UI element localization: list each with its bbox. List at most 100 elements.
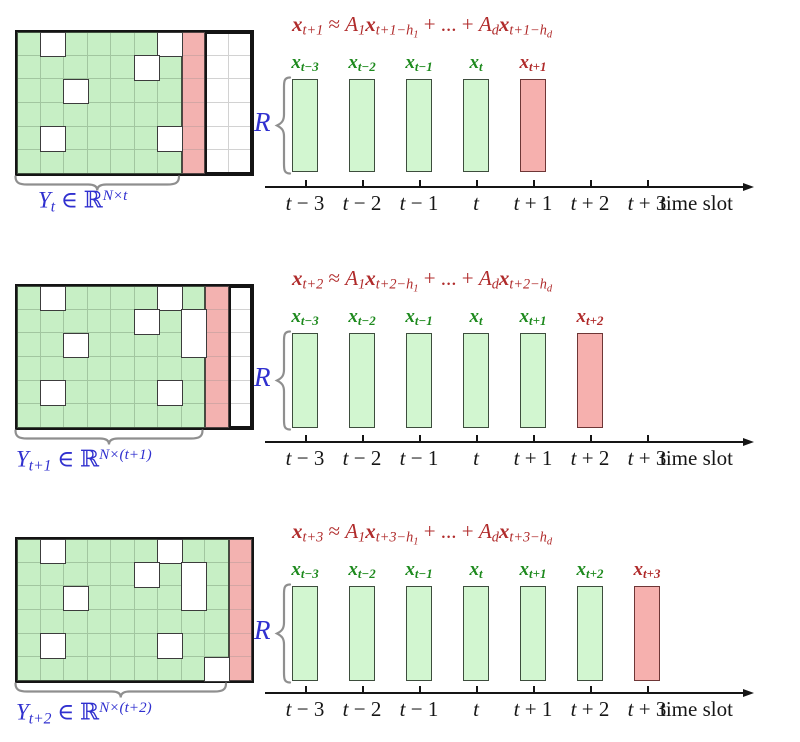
matrix-cell xyxy=(111,333,135,357)
math-segment: ≈ xyxy=(323,266,346,290)
math-segment: x xyxy=(348,306,358,327)
math-segment: t+2−h xyxy=(375,276,414,293)
snapshot-bar-observed xyxy=(520,333,546,428)
matrix-cell xyxy=(111,309,135,334)
matrix-cell xyxy=(134,539,158,563)
matrix-cell xyxy=(111,380,135,405)
matrix-cell xyxy=(134,380,158,405)
math-segment: 1 xyxy=(413,283,419,295)
axis-title: time slot xyxy=(660,446,733,470)
math-segment: t xyxy=(478,313,483,329)
math-segment: A xyxy=(478,12,492,36)
snapshot-bar-observed xyxy=(292,333,318,428)
matrix-cell xyxy=(158,610,182,634)
brace-path xyxy=(274,76,292,175)
matrix-cell xyxy=(134,586,158,610)
matrix-cell xyxy=(64,286,88,310)
brace-path xyxy=(274,330,292,431)
matrix-cell xyxy=(134,150,158,174)
math-segment: d xyxy=(491,529,499,546)
snapshot-label: xt−3 xyxy=(291,306,318,329)
math-segment: 1 xyxy=(413,536,419,548)
math-segment: Y xyxy=(38,187,51,213)
matrix-cell xyxy=(181,55,205,80)
math-segment: t xyxy=(570,446,577,470)
matrix-dimension-label: Yt ∈ ℝN×t xyxy=(38,187,127,216)
matrix-cell xyxy=(40,309,64,334)
math-segment: x xyxy=(291,52,301,73)
math-segment: t+1 xyxy=(302,22,324,39)
snapshot-bar-observed xyxy=(463,586,489,681)
math-segment: t−2 xyxy=(357,59,376,75)
matrix-cell xyxy=(228,633,252,658)
axis-tick-label: t xyxy=(473,446,479,471)
axis-tick xyxy=(362,686,364,694)
matrix-cell xyxy=(205,357,229,381)
axis-tick-label: t + 2 xyxy=(571,446,610,471)
matrix-cell xyxy=(181,539,205,563)
math-segment: x xyxy=(292,266,303,290)
math-segment: t+2 xyxy=(586,313,604,329)
matrix-cell xyxy=(64,126,88,151)
math-segment: ≈ xyxy=(323,12,346,36)
math-segment: t+1−h xyxy=(375,22,414,39)
math-segment: t xyxy=(627,446,634,470)
axis-tick xyxy=(476,435,478,443)
math-segment: t+3 xyxy=(643,566,661,582)
matrix-cell xyxy=(111,404,135,428)
matrix-cell xyxy=(228,309,252,334)
missing-entry-marker xyxy=(63,585,89,612)
matrix-cell xyxy=(87,586,111,610)
matrix-cell xyxy=(205,633,229,658)
matrix-cell xyxy=(87,633,111,658)
matrix-cell xyxy=(228,610,252,634)
matrix-cell xyxy=(40,103,64,127)
math-segment: N×(t+1) xyxy=(99,446,152,463)
matrix-cell xyxy=(181,286,205,310)
matrix-cell xyxy=(64,357,88,381)
math-segment: x xyxy=(292,519,303,543)
math-segment: + 1 xyxy=(519,446,553,470)
matrix-width-brace xyxy=(14,175,181,191)
math-segment: x xyxy=(576,306,587,327)
axis-tick-label: t − 3 xyxy=(286,191,325,216)
matrix-dimension-label: Yt+2 ∈ ℝN×(t+2) xyxy=(16,699,152,728)
observation-matrix xyxy=(15,537,254,683)
ar-model-formula: xt+3 ≈ A1xt+3−h1 + ... + Adxt+3−hd xyxy=(292,519,552,547)
missing-entry-marker xyxy=(157,633,183,659)
matrix-cell xyxy=(181,79,205,103)
matrix-cell xyxy=(205,309,229,334)
axis-tick-label: t + 1 xyxy=(514,191,553,216)
math-segment: ℝ xyxy=(80,699,100,725)
matrix-cell xyxy=(205,150,229,174)
brace-path xyxy=(14,429,204,445)
snapshot-bar-observed xyxy=(463,333,489,428)
matrix-cell xyxy=(111,586,135,610)
math-segment: d xyxy=(546,29,553,41)
axis-tick-label: t − 1 xyxy=(400,191,439,216)
matrix-cell xyxy=(64,610,88,634)
missing-entry-marker xyxy=(133,55,160,81)
axis-title: time slot xyxy=(660,191,733,215)
matrix-width-brace xyxy=(14,682,228,698)
snapshot-bar-observed xyxy=(406,333,432,428)
math-segment: ≈ xyxy=(323,519,346,543)
matrix-cell xyxy=(134,79,158,103)
math-segment: t+1 xyxy=(529,566,547,582)
panel-predict-t2: xt+2 ≈ A1xt+2−h1 + ... + Adxt+2−hd Yt+1 ∈… xyxy=(0,254,800,508)
matrix-cell xyxy=(228,657,252,681)
math-segment: x xyxy=(405,52,415,73)
brace-path xyxy=(14,682,228,698)
math-segment: + 2 xyxy=(576,446,610,470)
snapshot-bar-observed xyxy=(463,79,489,172)
axis-tick xyxy=(647,180,649,188)
math-segment: N×(t+2) xyxy=(99,699,152,716)
math-segment: t xyxy=(342,446,349,470)
matrix-cell xyxy=(17,357,41,381)
math-segment: − 2 xyxy=(348,697,382,721)
matrix-cell xyxy=(158,586,182,610)
missing-entry-marker xyxy=(39,633,66,659)
axis-tick-label: t + 2 xyxy=(571,191,610,216)
axis-tick xyxy=(647,435,649,443)
observation-matrix xyxy=(15,284,254,430)
